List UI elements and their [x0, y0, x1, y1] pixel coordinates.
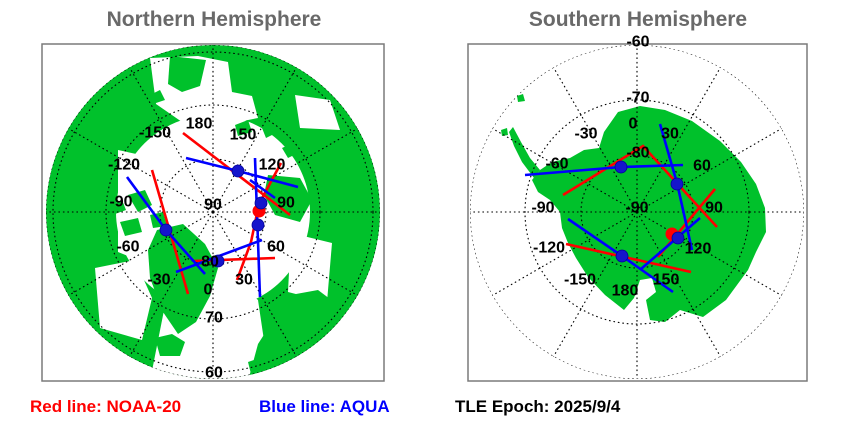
longitude-label: 120 — [259, 157, 286, 174]
landmass — [155, 334, 185, 356]
longitude-label: -150 — [139, 125, 171, 142]
longitude-label: -120 — [533, 240, 565, 257]
landmass — [282, 142, 300, 158]
longitude-label: -150 — [564, 272, 596, 289]
aqua-position-dot — [615, 249, 629, 263]
noaa20-track — [562, 144, 718, 228]
aqua-legend-label: Blue line: AQUA — [259, 397, 390, 416]
latitude-label: -80 — [626, 145, 649, 162]
noaa20-legend-label: Red line: NOAA-20 — [30, 397, 182, 416]
longitude-label: -90 — [109, 194, 132, 211]
aqua-position-dot — [670, 177, 684, 191]
northern-map-frame — [41, 43, 385, 382]
graticule — [46, 45, 380, 379]
longitude-label: 30 — [235, 272, 253, 289]
longitude-label: -120 — [108, 157, 140, 174]
aqua-track — [249, 178, 276, 200]
longitude-label: -60 — [116, 239, 139, 256]
latitude-label: -90 — [625, 200, 648, 217]
longitude-label: 120 — [685, 241, 712, 258]
longitude-label: 180 — [612, 283, 639, 300]
aqua-position-dot — [251, 218, 265, 232]
latitude-label: 80 — [201, 254, 219, 271]
aqua-position-dot — [254, 196, 268, 210]
longitude-label: 0 — [204, 282, 213, 299]
southern-map-frame — [467, 43, 808, 382]
tle-epoch-label: TLE Epoch: 2025/9/4 — [455, 397, 621, 416]
latitude-label: 60 — [205, 365, 223, 382]
southern-hemisphere-map: -60 -70 -80 -90 0 30 60 90 120 150 180 -150 -120 -90 -… — [467, 34, 808, 382]
landmass — [501, 128, 508, 136]
landmass — [168, 56, 206, 92]
landmass — [310, 176, 325, 188]
landmass — [264, 175, 312, 222]
landmass — [150, 90, 165, 104]
landmass — [235, 120, 252, 136]
sea-area — [95, 260, 152, 340]
longitude-label: 60 — [693, 158, 711, 175]
landmass — [128, 190, 152, 212]
longitude-label: 30 — [661, 126, 679, 143]
landmass — [532, 106, 766, 322]
aqua-track — [640, 217, 701, 270]
latitude-label: -70 — [626, 90, 649, 107]
graticule — [470, 45, 804, 379]
longitude-label: -30 — [574, 126, 597, 143]
sea-area — [295, 95, 340, 130]
latitude-label: 90 — [204, 197, 222, 214]
sea-area — [288, 233, 332, 302]
longitude-label: 180 — [186, 116, 213, 133]
noaa20-track — [565, 242, 692, 274]
longitude-label: 60 — [267, 239, 285, 256]
aqua-position-dot — [614, 160, 628, 174]
aqua-position-dot — [211, 254, 225, 268]
landmass — [509, 127, 540, 178]
longitude-label: 90 — [277, 195, 295, 212]
landmass — [517, 94, 525, 102]
longitude-label: -90 — [531, 200, 554, 217]
longitude-label: -30 — [147, 272, 170, 289]
longitude-label: 0 — [629, 116, 638, 133]
landmass — [110, 200, 126, 214]
longitude-label: -60 — [545, 156, 568, 173]
longitude-label: 150 — [653, 272, 680, 289]
aqua-position-dot — [159, 223, 173, 237]
landmass — [262, 122, 278, 138]
south-map-title: Southern Hemisphere — [528, 8, 748, 31]
aqua-position-dot — [231, 164, 245, 178]
landmass — [120, 218, 142, 236]
north-map-title: Northern Hemisphere — [106, 8, 322, 31]
aqua-position-dot — [671, 231, 685, 245]
latitude-label: 70 — [205, 310, 223, 327]
longitude-label: 150 — [230, 127, 257, 144]
latitude-label: -60 — [626, 34, 649, 51]
longitude-label: 90 — [705, 200, 723, 217]
